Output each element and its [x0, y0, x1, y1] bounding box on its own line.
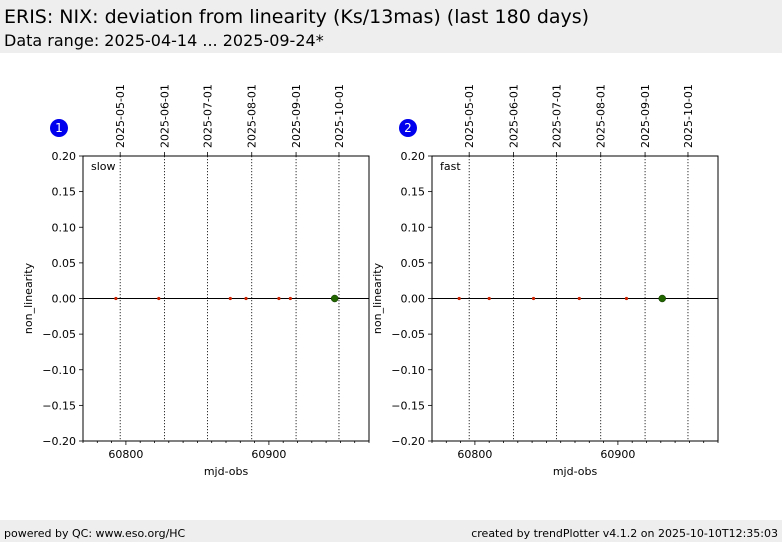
panel-label: fast: [440, 160, 461, 173]
y-tick-label: 0.00: [401, 293, 426, 306]
y-tick-label: 0.10: [401, 221, 426, 234]
page-subtitle: Data range: 2025-04-14 ... 2025-09-24*: [4, 31, 324, 50]
date-label: 2025-07-01: [550, 84, 563, 148]
date-label: 2025-09-01: [290, 84, 303, 148]
y-tick-label: −0.15: [391, 399, 425, 412]
date-label: 2025-09-01: [639, 84, 652, 148]
panel-badge: [50, 119, 68, 137]
data-point: [114, 296, 118, 301]
date-label: 2025-06-01: [159, 84, 172, 148]
date-label: 2025-05-01: [463, 84, 476, 148]
date-label: 2025-06-01: [508, 84, 521, 148]
panel-badge-number: 1: [55, 121, 63, 135]
x-axis-label: mjd-obs: [553, 465, 598, 478]
data-point: [624, 296, 629, 301]
date-label: 2025-05-01: [114, 84, 127, 148]
y-tick-label: −0.10: [42, 364, 76, 377]
y-tick-label: 0.20: [401, 150, 426, 163]
date-label: 2025-08-01: [246, 84, 259, 148]
y-tick-label: −0.20: [42, 435, 76, 448]
data-point: [487, 296, 491, 301]
chart-panel-1: 2025-05-01 2025-06-01 2025-07-01 2025-08-01…: [22, 84, 370, 478]
data-point: [277, 296, 281, 301]
footer-credit: powered by QC: www.eso.org/HC: [4, 527, 186, 540]
date-label: 2025-10-01: [333, 84, 346, 148]
y-axis-label: non_linearity: [22, 262, 35, 334]
y-tick-label: −0.05: [42, 328, 76, 341]
x-tick-label: 60800: [457, 448, 492, 461]
date-label: 2025-07-01: [201, 84, 214, 148]
y-tick-label: −0.20: [391, 435, 425, 448]
chart-panel-2: 2025-05-01 2025-06-01 2025-07-01 2025-08-01…: [371, 84, 719, 478]
x-tick-label: 60900: [600, 448, 635, 461]
y-axis-label: non_linearity: [371, 262, 384, 334]
charts-area: 2025-05-01 2025-06-01 2025-07-01 2025-08-01…: [22, 84, 719, 478]
y-tick-label: 0.15: [401, 186, 426, 199]
y-tick-label: 0.05: [401, 257, 426, 270]
y-tick-label: −0.05: [391, 328, 425, 341]
y-tick-label: 0.10: [52, 221, 77, 234]
latest-data-point: [658, 294, 666, 303]
latest-data-point: [330, 294, 339, 303]
header: ERIS: NIX: deviation from linearity (Ks/…: [0, 0, 782, 53]
data-point: [457, 296, 461, 301]
y-tick-label: −0.10: [391, 364, 425, 377]
y-tick-label: 0.20: [52, 150, 77, 163]
x-axis-label: mjd-obs: [204, 465, 249, 478]
y-tick-label: 0.00: [52, 293, 77, 306]
x-tick-label: 60900: [251, 448, 286, 461]
panel-badge-number: 2: [404, 121, 412, 135]
data-point: [228, 296, 232, 301]
data-point: [577, 296, 581, 301]
data-point: [288, 296, 292, 301]
data-point: [531, 296, 536, 301]
footer-generator: created by trendPlotter v4.1.2 on 2025-1…: [471, 527, 778, 540]
data-point: [157, 296, 161, 301]
panel-badge: [399, 119, 417, 137]
y-tick-label: 0.05: [52, 257, 77, 270]
panel-label: slow: [91, 160, 116, 173]
page-title: ERIS: NIX: deviation from linearity (Ks/…: [4, 6, 590, 28]
date-label: 2025-10-01: [682, 84, 695, 148]
y-tick-label: 0.15: [52, 186, 77, 199]
date-label: 2025-08-01: [595, 84, 608, 148]
data-point: [244, 296, 248, 301]
footer: powered by QC: www.eso.org/HC created by…: [0, 520, 782, 542]
x-tick-label: 60800: [108, 448, 143, 461]
y-tick-label: −0.15: [42, 399, 76, 412]
